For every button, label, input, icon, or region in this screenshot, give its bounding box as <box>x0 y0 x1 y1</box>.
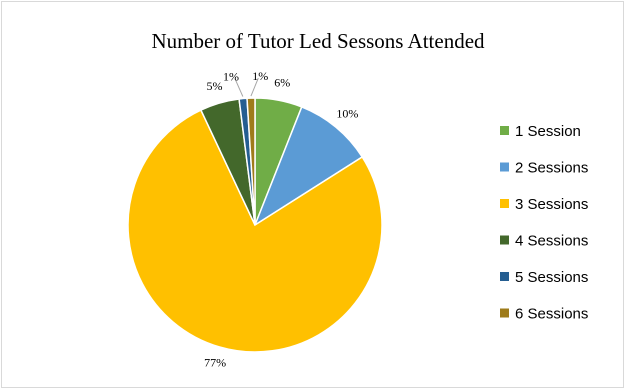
data-label-2-sessions: 10% <box>336 106 358 120</box>
legend-label-3-sessions: 3 Sessions <box>515 196 588 213</box>
pie-slice-3-sessions <box>127 109 383 353</box>
legend-swatch-6-sessions <box>500 308 509 318</box>
data-label-5-sessions: 1% <box>223 70 239 84</box>
data-label-6-sessions: 1% <box>252 69 268 83</box>
legend: 1 Session 2 Sessions 3 Sessions 4 Sessions 5… <box>500 123 588 323</box>
leader-line-6-sessions <box>250 77 259 97</box>
pie-slice-2-sessions <box>253 105 364 227</box>
data-label-4-sessions: 5% <box>207 79 223 93</box>
data-labels: 6%10%77%5%1% 1% <box>204 69 358 369</box>
legend-label-6-sessions: 6 Sessions <box>515 306 588 323</box>
data-label-1-session: 6% <box>274 76 290 90</box>
leader-line-5-sessions <box>234 78 244 97</box>
pie-slices <box>127 97 383 353</box>
pie-slice-6-sessions <box>246 97 256 226</box>
leader-lines <box>234 77 259 97</box>
legend-swatch-5-sessions <box>500 272 509 281</box>
legend-label-4-sessions: 4 Sessions <box>515 233 588 250</box>
legend-swatch-3-sessions <box>500 199 509 208</box>
legend-label-2-sessions: 2 Sessions <box>515 160 588 177</box>
chart-title: Number of Tutor Led Sessons Attended <box>151 29 485 53</box>
data-label-3-sessions: 77% <box>204 355 226 369</box>
legend-swatch-2-sessions <box>500 162 509 172</box>
legend-swatch-1-session <box>500 126 509 135</box>
legend-swatch-4-sessions <box>500 235 509 245</box>
legend-label-5-sessions: 5 Sessions <box>515 269 588 286</box>
legend-label-1-session: 1 Session <box>515 123 581 140</box>
